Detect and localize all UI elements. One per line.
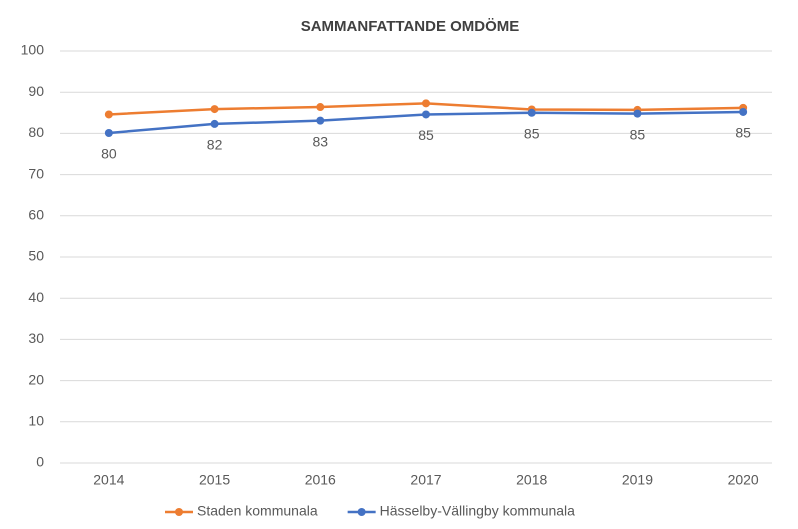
data-point	[633, 109, 642, 118]
y-tick-label: 50	[28, 248, 44, 264]
data-point	[527, 108, 536, 117]
data-point	[210, 119, 219, 128]
data-point	[316, 116, 325, 125]
data-label: 85	[418, 127, 434, 143]
y-tick-label: 10	[28, 413, 44, 429]
legend-marker	[357, 508, 366, 516]
data-point	[739, 107, 748, 116]
y-tick-label: 90	[28, 83, 44, 99]
x-tick-label: 2019	[622, 472, 653, 488]
x-tick-label: 2014	[93, 472, 124, 488]
data-point	[316, 103, 325, 112]
data-label: 82	[207, 137, 223, 153]
data-label: 85	[735, 125, 751, 141]
legend-label: Hässelby-Vällingby kommunala	[380, 503, 576, 519]
x-tick-label: 2018	[516, 472, 547, 488]
y-tick-label: 0	[36, 454, 44, 470]
x-tick-label: 2016	[305, 472, 336, 488]
data-point	[210, 105, 219, 114]
data-point	[104, 110, 113, 119]
x-tick-label: 2017	[410, 472, 441, 488]
chart-title: SAMMANFATTANDE OMDÖME	[301, 18, 520, 35]
y-tick-label: 60	[28, 207, 44, 223]
data-label: 80	[101, 146, 117, 162]
x-tick-label: 2020	[728, 472, 759, 488]
legend-label: Staden kommunala	[197, 503, 318, 519]
y-tick-label: 40	[28, 289, 44, 305]
data-point	[422, 99, 430, 108]
data-label: 83	[312, 133, 328, 149]
legend-marker	[175, 508, 183, 516]
y-tick-label: 70	[28, 165, 44, 181]
data-point	[104, 128, 113, 137]
y-tick-label: 100	[21, 42, 45, 58]
y-tick-label: 30	[28, 330, 44, 346]
data-label: 85	[524, 126, 540, 142]
y-tick-label: 20	[28, 371, 44, 387]
y-tick-label: 80	[28, 124, 44, 140]
data-label: 85	[630, 126, 646, 142]
data-point	[422, 110, 430, 119]
x-tick-label: 2015	[199, 472, 230, 488]
